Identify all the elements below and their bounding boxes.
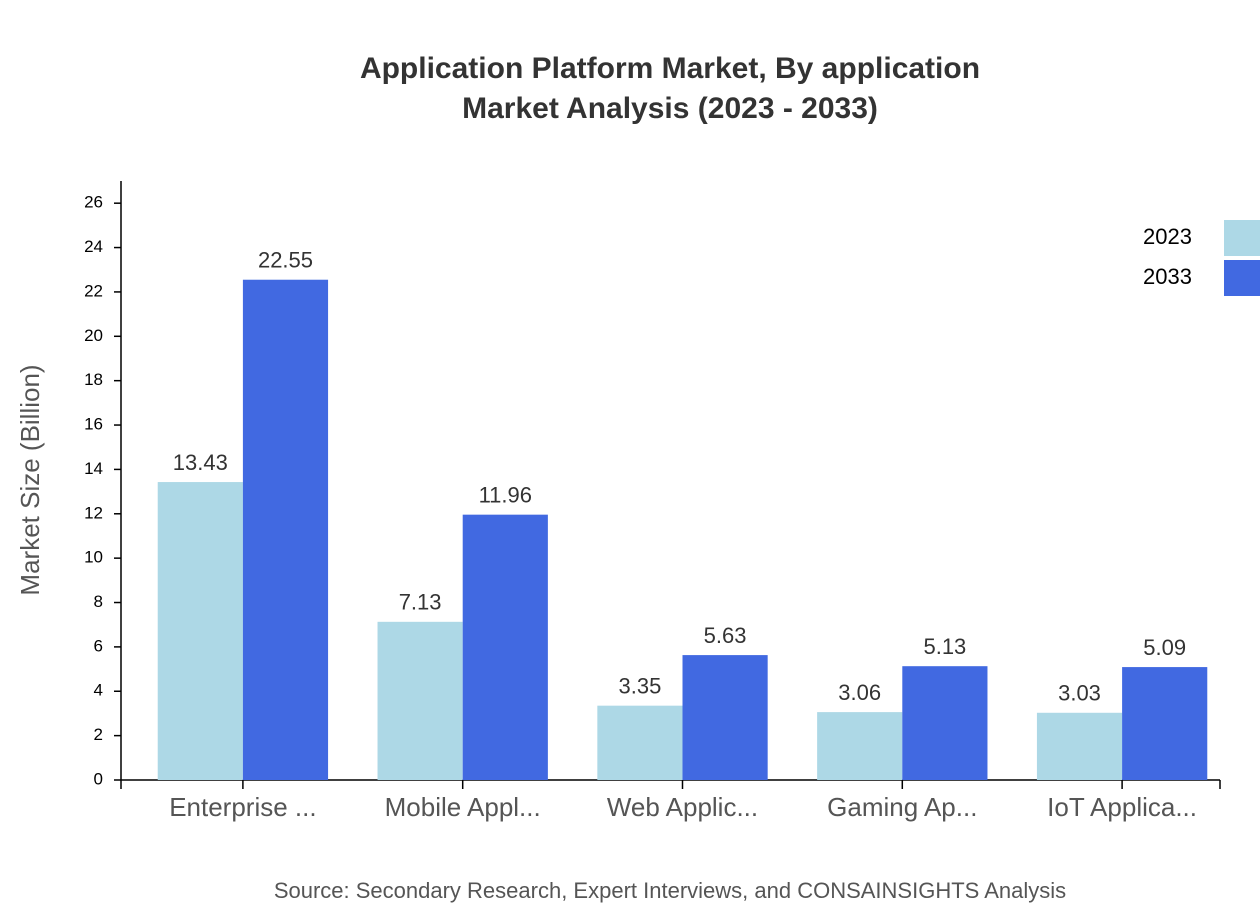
bar [902,666,988,780]
bar [682,655,768,780]
y-tick-label: 12 [84,503,103,522]
value-label: 5.09 [1143,635,1186,660]
bar [157,482,243,780]
y-tick-label: 0 [94,769,103,788]
x-tick-label: IoT Applica... [1047,792,1197,822]
y-tick-label: 18 [84,370,103,389]
x-tick-label: Enterprise ... [169,792,316,822]
bar [597,705,683,780]
value-label: 22.55 [258,248,313,273]
bar [1036,712,1123,780]
y-tick-label: 6 [94,636,103,655]
chart-title: Application Platform Market, By applicat… [360,52,980,85]
value-label: 3.35 [618,673,661,698]
legend-swatch [1224,260,1260,296]
value-label: 3.03 [1058,681,1101,706]
bar [462,514,548,780]
y-tick-label: 2 [94,725,103,744]
value-label: 5.63 [704,623,747,648]
source-note: Source: Secondary Research, Expert Inter… [274,878,1066,903]
bar [817,712,903,780]
x-tick-label: Mobile Appl... [385,792,541,822]
legend-label: 2033 [1143,264,1192,289]
y-axis-label: Market Size (Billion) [15,364,45,595]
x-tick-label: Web Applic... [607,792,758,822]
y-tick-label: 14 [84,459,103,478]
bar [242,279,329,780]
y-tick-label: 24 [84,237,103,256]
x-tick-label: Gaming Ap... [827,792,977,822]
value-label: 5.13 [923,634,966,659]
bar [1122,667,1208,780]
y-tick-label: 4 [94,681,103,700]
y-tick-label: 16 [84,415,103,434]
y-tick-label: 20 [84,326,103,345]
y-tick-label: 22 [84,281,103,300]
value-label: 13.43 [173,450,228,475]
y-tick-label: 8 [94,592,103,611]
value-label: 3.06 [838,680,881,705]
value-label: 7.13 [399,590,442,615]
legend-swatch [1224,220,1260,256]
y-tick-label: 10 [84,548,103,567]
chart-subtitle: Market Analysis (2023 - 2033) [462,92,878,125]
bar [377,621,463,780]
y-tick-label: 26 [84,193,103,212]
value-label: 11.96 [479,482,532,507]
legend-label: 2023 [1143,224,1192,249]
